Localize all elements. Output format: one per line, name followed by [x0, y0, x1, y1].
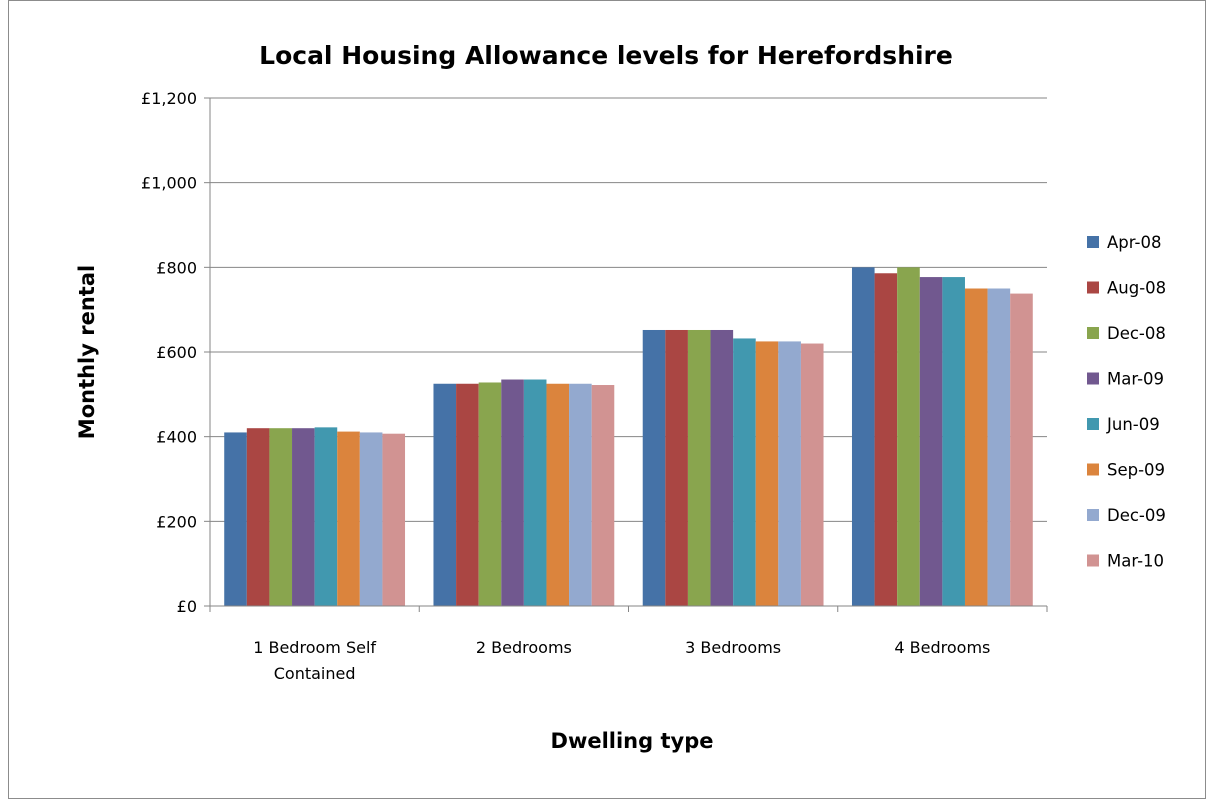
legend-swatch	[1087, 463, 1099, 476]
bar-sep-09-3	[755, 341, 779, 606]
y-axis-title: Monthly rental	[75, 265, 99, 439]
y-tick-label: £400	[156, 428, 197, 447]
y-tick-label: £1,000	[141, 174, 197, 193]
legend: Apr-08 Aug-08 Dec-08 Mar-09 Jun-09 Sep-09 Dec-…	[1087, 233, 1166, 571]
legend-swatch	[1087, 236, 1099, 248]
x-tick-label: 4 Bedrooms	[894, 638, 990, 657]
bar-dec-09-1	[359, 432, 383, 606]
bar-dec-08-1	[269, 428, 293, 606]
bar-aug-08-1	[246, 428, 270, 606]
y-tick-label: £200	[156, 512, 197, 531]
legend-label: Sep-09	[1107, 461, 1165, 480]
bar-apr-08-1	[224, 432, 247, 606]
legend-label: Aug-08	[1107, 279, 1166, 298]
bar-mar-09-2	[501, 379, 524, 606]
y-tick-label: £600	[156, 343, 197, 362]
bar-mar-09-4	[919, 277, 943, 606]
legend-swatch	[1087, 509, 1099, 521]
chart-title: Local Housing Allowance levels for Heref…	[259, 41, 953, 70]
bar-mar-09-3	[710, 329, 734, 606]
axes	[209, 98, 1048, 612]
bar-sep-09-4	[964, 288, 988, 606]
y-tick-labels: £0 £200 £400 £600 £800 £1,000 £1,200	[141, 89, 197, 616]
bar-group	[224, 267, 1033, 606]
legend-label: Mar-09	[1107, 370, 1164, 389]
bar-mar-10-1	[382, 433, 406, 606]
x-axis-title: Dwelling type	[551, 729, 714, 753]
legend-label: Apr-08	[1107, 233, 1161, 252]
bar-apr-08-4	[851, 267, 875, 606]
bar-jun-09-1	[314, 427, 338, 606]
legend-label: Jun-09	[1106, 415, 1160, 434]
bar-apr-08-2	[433, 383, 457, 606]
x-tick-labels: 1 Bedroom Self Contained 2 Bedrooms 3 Bedro…	[253, 638, 990, 683]
bar-dec-08-3	[687, 329, 711, 606]
x-tick-label: Contained	[274, 664, 356, 683]
bar-jun-09-3	[733, 338, 756, 606]
bar-dec-09-3	[778, 341, 801, 606]
bar-apr-08-3	[642, 329, 666, 606]
bar-dec-09-2	[569, 383, 592, 606]
bar-dec-08-4	[897, 267, 920, 606]
y-tick-label: £800	[156, 258, 197, 277]
y-tick-label: £1,200	[141, 89, 197, 108]
legend-label: Mar-10	[1107, 552, 1164, 571]
legend-label: Dec-08	[1107, 324, 1166, 343]
bar-aug-08-4	[874, 273, 898, 606]
legend-label: Dec-09	[1107, 506, 1166, 525]
legend-swatch	[1087, 372, 1099, 385]
x-tick-label: 3 Bedrooms	[685, 638, 781, 657]
bar-jun-09-4	[942, 277, 965, 606]
bar-mar-10-2	[591, 385, 615, 606]
x-tick-label: 1 Bedroom Self	[253, 638, 376, 657]
legend-swatch	[1087, 418, 1099, 430]
bar-aug-08-2	[456, 383, 479, 606]
bar-dec-08-2	[478, 382, 502, 606]
y-tick-label: £0	[177, 597, 197, 616]
legend-swatch	[1087, 327, 1099, 339]
bar-aug-08-3	[665, 329, 688, 606]
bar-mar-10-3	[800, 343, 824, 606]
bar-dec-09-4	[987, 288, 1011, 606]
legend-swatch	[1087, 281, 1099, 294]
bar-sep-09-1	[337, 431, 360, 606]
x-tick-label: 2 Bedrooms	[476, 638, 572, 657]
bar-sep-09-2	[546, 383, 570, 606]
legend-swatch	[1087, 554, 1099, 567]
bar-mar-10-4	[1010, 293, 1033, 606]
bar-jun-09-2	[523, 379, 547, 606]
bar-mar-09-1	[292, 428, 315, 606]
